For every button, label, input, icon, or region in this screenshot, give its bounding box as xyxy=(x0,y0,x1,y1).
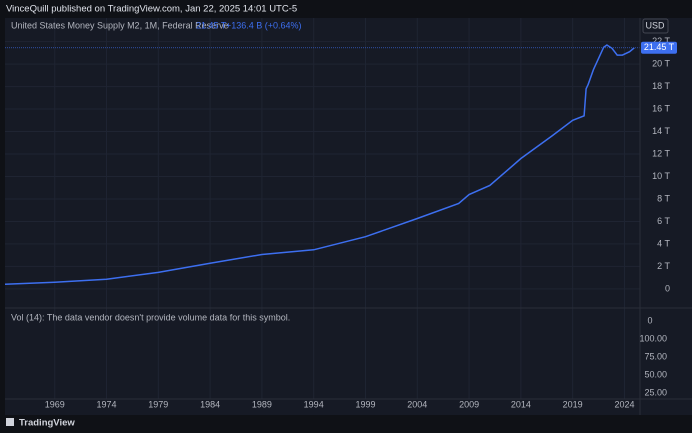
x-tick-label: 2019 xyxy=(563,399,583,409)
x-tick-label: 1994 xyxy=(304,399,324,409)
x-tick-label: 1969 xyxy=(45,399,65,409)
last-price-label: 21.45 T xyxy=(644,42,675,52)
y-tick-label: 0 xyxy=(665,283,670,293)
brand: TradingView xyxy=(19,418,75,429)
x-tick-label: 2024 xyxy=(614,399,634,409)
y-tick-label: 4 T xyxy=(657,238,670,248)
last-price-box xyxy=(641,41,677,54)
volume-axis-label: 50.00 xyxy=(644,369,667,379)
currency-box[interactable] xyxy=(642,18,669,34)
y-tick-label: 12 T xyxy=(652,148,670,158)
publisher-line: VinceQuill published on TradingView.com,… xyxy=(6,4,297,15)
x-tick-label: 1984 xyxy=(200,399,220,409)
y-tick-label: 6 T xyxy=(657,216,670,226)
x-tick-label: 1989 xyxy=(252,399,272,409)
x-tick-label: 2009 xyxy=(459,399,479,409)
plot xyxy=(4,18,640,399)
legend-name: United States Money Supply M2, 1M, Feder… xyxy=(11,20,229,30)
currency[interactable]: USD xyxy=(645,20,665,30)
y-tick-label: 10 T xyxy=(652,171,670,181)
volume-axis-label: 75.00 xyxy=(644,351,667,361)
chart-area xyxy=(5,18,692,415)
y-tick-label: 16 T xyxy=(652,103,670,113)
volume-note: Vol (14): The data vendor doesn't provid… xyxy=(11,312,290,322)
y-tick-label: 18 T xyxy=(652,81,670,91)
x-tick-label: 1974 xyxy=(97,399,117,409)
y-tick-label: 2 T xyxy=(657,261,670,271)
x-tick-label: 1999 xyxy=(355,399,375,409)
y-tick-label: 20 T xyxy=(652,58,670,68)
volume-axis-label: 100.00 xyxy=(639,333,667,343)
x-tick-label: 2014 xyxy=(511,399,531,409)
legend-last: 21.45 T xyxy=(196,20,227,30)
legend-change: +136.4 B (+0.64%) xyxy=(226,20,302,30)
x-tick-label: 2004 xyxy=(407,399,427,409)
y-tick-label: 22 T xyxy=(652,36,670,46)
volume-axis-label: 0 xyxy=(647,315,652,325)
x-tick-label: 1979 xyxy=(148,399,168,409)
y-tick-label: 8 T xyxy=(657,193,670,203)
volume-axis-label: 25.00 xyxy=(644,387,667,397)
brand-logo xyxy=(6,418,14,426)
y-tick-label: 14 T xyxy=(652,126,670,136)
